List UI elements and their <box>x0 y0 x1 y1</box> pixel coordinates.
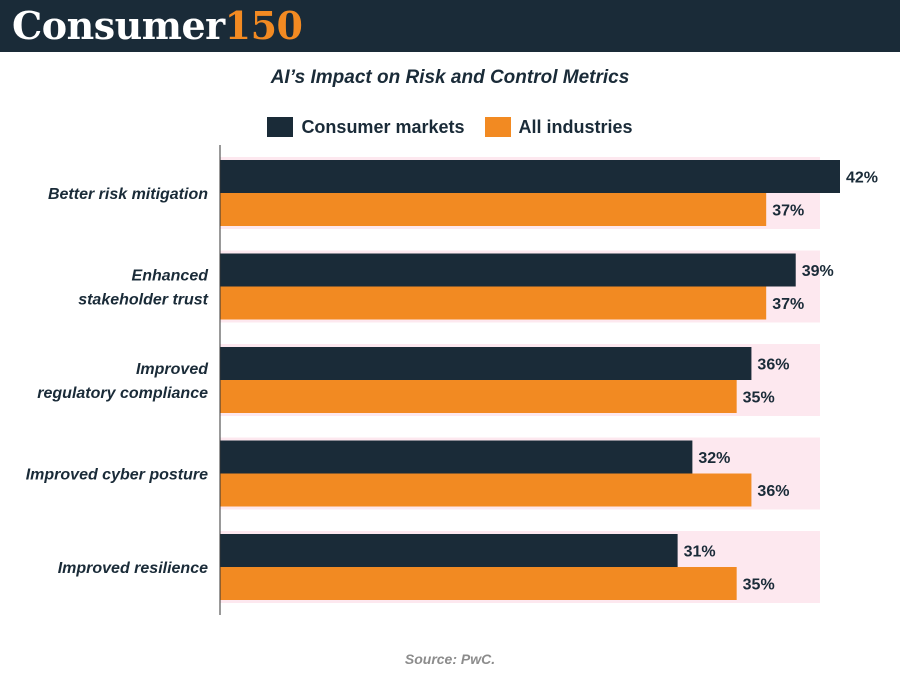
bar-all-industries-improved-resilience <box>220 567 737 600</box>
chart-legend: Consumer markets All industries <box>0 115 900 139</box>
data-label-all-industries-enhanced-stakeholder-trust: 37% <box>772 296 804 313</box>
category-label-improved-cyber-posture: Improved cyber posture <box>26 467 208 484</box>
data-label-all-industries-better-risk-mitigation: 37% <box>772 203 804 220</box>
data-label-consumer-markets-better-risk-mitigation: 42% <box>846 170 878 187</box>
category-label-better-risk-mitigation: Better risk mitigation <box>48 186 208 203</box>
bar-all-industries-better-risk-mitigation <box>220 193 767 226</box>
header-bar: Consumer150 <box>0 0 900 52</box>
legend-swatch-consumer-markets <box>267 117 294 137</box>
bar-all-industries-improved-cyber-posture <box>220 473 752 507</box>
data-label-consumer-markets-improved-resilience: 31% <box>684 544 716 561</box>
data-label-consumer-markets-enhanced-stakeholder-trust: 39% <box>802 263 834 280</box>
bar-consumer-markets-improved-regulatory-compliance <box>220 347 752 380</box>
category-label-improved-resilience: Improved resilience <box>58 560 208 577</box>
bar-all-industries-enhanced-stakeholder-trust <box>220 286 767 320</box>
data-label-all-industries-improved-resilience: 35% <box>743 577 775 594</box>
category-label-improved-regulatory-compliance: Improved regulatory compliance <box>37 361 209 402</box>
legend-label-all-industries: All industries <box>518 116 633 137</box>
data-label-consumer-markets-improved-regulatory-compliance: 36% <box>757 357 789 374</box>
brand-logo-number: 150 <box>224 3 303 48</box>
source-note: Source: PwC. <box>404 651 496 667</box>
data-label-all-industries-improved-regulatory-compliance: 35% <box>743 390 775 407</box>
bar-consumer-markets-better-risk-mitigation <box>220 160 840 193</box>
chart-title: AI’s Impact on Risk and Control Metrics <box>270 67 630 88</box>
bar-consumer-markets-improved-resilience <box>220 534 678 567</box>
bar-all-industries-improved-regulatory-compliance <box>220 380 737 413</box>
legend-label-consumer-markets: Consumer markets <box>301 116 465 137</box>
legend-swatch-all-industries <box>484 117 511 137</box>
data-label-consumer-markets-improved-cyber-posture: 32% <box>698 450 730 467</box>
category-label-enhanced-stakeholder-trust: Enhanced stakeholder trust <box>78 268 209 309</box>
brand-logo-text: Consumer <box>12 3 225 48</box>
legend-item-consumer-markets: Consumer markets <box>267 116 465 138</box>
bar-consumer-markets-improved-cyber-posture <box>220 440 693 474</box>
brand-logo: Consumer150 <box>12 3 303 48</box>
legend-item-all-industries: All industries <box>484 116 633 138</box>
bar-consumer-markets-enhanced-stakeholder-trust <box>220 253 796 287</box>
data-label-all-industries-improved-cyber-posture: 36% <box>757 483 789 500</box>
